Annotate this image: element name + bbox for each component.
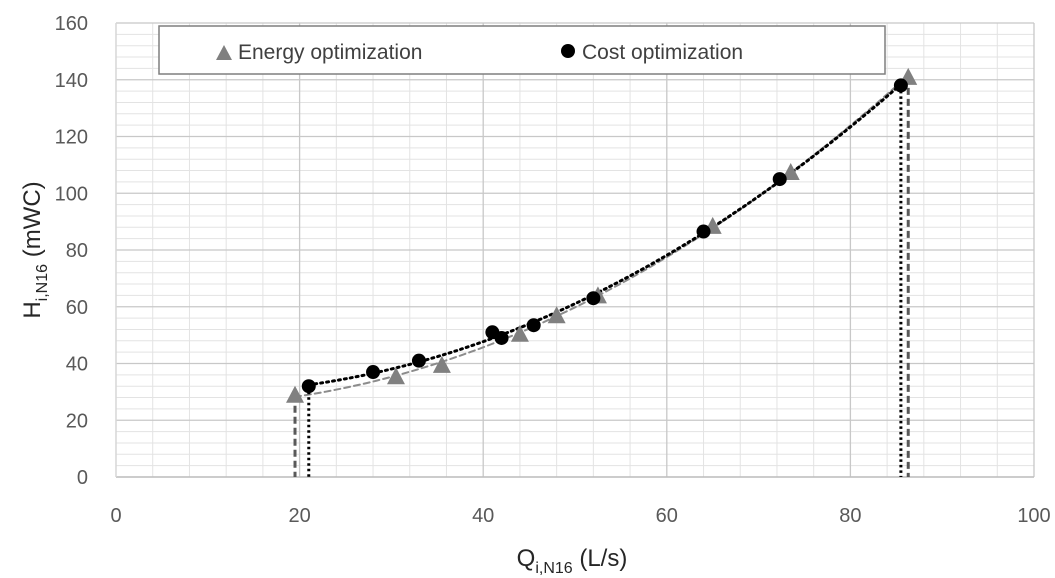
major-gridlines (115, 22, 1035, 478)
data-point-cost-optimization (772, 172, 787, 187)
x-tick-label: 20 (288, 505, 310, 527)
data-point-cost-optimization (366, 365, 381, 380)
y-axis-title-subscript: i,N16 (34, 264, 51, 301)
data-point-cost-optimization (411, 353, 426, 368)
data-point-cost-optimization (893, 78, 908, 93)
x-tick-labels: 0 20 40 60 80 100 (110, 505, 1050, 527)
y-axis-title-unit: (mWC) (19, 181, 46, 264)
data-point-cost-optimization (586, 291, 601, 306)
x-axis-title: Qi,N16 (L/s) (517, 545, 628, 577)
data-points (286, 67, 918, 403)
x-tick-label: 60 (656, 505, 678, 527)
y-tick-label: 0 (77, 467, 88, 489)
data-point-energy-optimization (781, 162, 800, 180)
data-point-cost-optimization (696, 224, 711, 239)
x-axis-title-unit: (L/s) (573, 545, 628, 572)
legend-marker-energy-optimization (216, 45, 232, 60)
data-point-energy-optimization (432, 355, 451, 373)
legend-box (158, 25, 886, 75)
x-axis-title-main: Q (517, 545, 536, 572)
drop-lines (293, 76, 910, 477)
y-tick-label: 140 (55, 70, 88, 92)
legend-label-cost-optimization: Cost optimization (582, 41, 743, 64)
y-tick-label: 120 (55, 127, 88, 149)
legend-marker-cost-optimization (561, 44, 575, 58)
x-tick-label: 0 (110, 505, 121, 527)
x-tick-label: 80 (839, 505, 861, 527)
y-tick-label: 40 (66, 354, 88, 376)
y-tick-label: 60 (66, 297, 88, 319)
data-point-energy-optimization (547, 306, 566, 324)
y-tick-label: 160 (55, 13, 88, 35)
trendline-cost-optimization (307, 82, 903, 387)
x-axis-title-subscript: i,N16 (535, 560, 572, 577)
data-point-energy-optimization (386, 367, 405, 385)
trendlines (294, 74, 910, 398)
y-tick-labels: 0 20 40 60 80 100 120 140 160 (55, 13, 88, 489)
trendline-energy-optimization (294, 74, 910, 398)
y-axis-title: Hi,N16 (mWC) (19, 181, 51, 318)
y-tick-label: 100 (55, 183, 88, 205)
data-point-energy-optimization (286, 385, 305, 403)
y-tick-label: 20 (66, 410, 88, 432)
legend: Energy optimization Cost optimization (158, 25, 886, 75)
data-point-energy-optimization (510, 324, 529, 342)
y-axis-title-main: H (19, 301, 46, 318)
legend-label-energy-optimization: Energy optimization (238, 41, 422, 64)
axis-frame (115, 23, 1034, 478)
y-tick-label: 80 (66, 240, 88, 262)
x-tick-label: 40 (472, 505, 494, 527)
data-point-cost-optimization (301, 379, 316, 394)
data-point-cost-optimization (494, 330, 509, 345)
data-point-cost-optimization (526, 318, 541, 333)
x-tick-label: 100 (1017, 505, 1050, 527)
